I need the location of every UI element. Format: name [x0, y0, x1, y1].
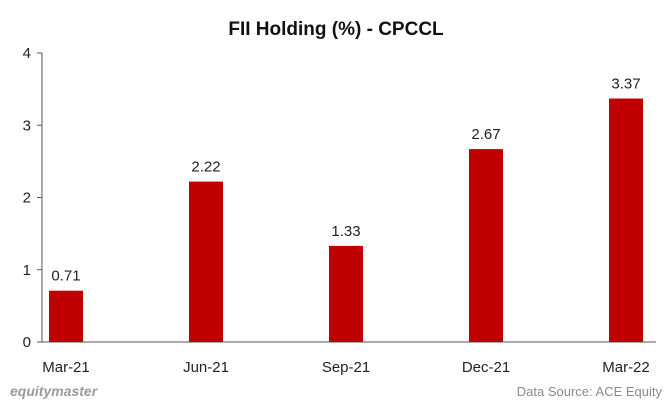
- x-tick-label: Mar-21: [42, 359, 90, 376]
- y-tick-label: 2: [23, 190, 31, 207]
- data-labels: 0.71 2.22 1.33 2.67 3.37: [51, 76, 640, 285]
- data-label-dec-21: 2.67: [471, 126, 500, 143]
- y-axis: 0 1 2 3 4: [23, 45, 43, 351]
- data-label-sep-21: 1.33: [331, 223, 360, 240]
- x-axis: Mar-21 Jun-21 Sep-21 Dec-21 Mar-22: [42, 341, 656, 376]
- y-tick-label: 4: [23, 45, 31, 62]
- x-tick-label: Mar-22: [602, 359, 650, 376]
- bar-sep-21: [329, 245, 363, 342]
- x-tick-label: Jun-21: [183, 359, 229, 376]
- y-tick-label: 1: [23, 262, 31, 279]
- brand-logo: equitymaster: [10, 383, 99, 399]
- bar-dec-21: [469, 149, 503, 342]
- y-tick-label: 0: [23, 334, 31, 351]
- bar-jun-21: [189, 181, 223, 342]
- y-tick-label: 3: [23, 117, 31, 134]
- bars: [49, 98, 643, 342]
- data-source-note: Data Source: ACE Equity: [517, 384, 663, 399]
- bar-mar-21: [49, 290, 83, 342]
- x-tick-label: Dec-21: [462, 359, 510, 376]
- chart-title: FII Holding (%) - CPCCL: [228, 19, 444, 40]
- bar-mar-22: [609, 98, 643, 342]
- data-label-jun-21: 2.22: [191, 159, 220, 176]
- x-tick-label: Sep-21: [322, 359, 370, 376]
- data-label-mar-21: 0.71: [51, 268, 80, 285]
- data-label-mar-22: 3.37: [611, 76, 640, 93]
